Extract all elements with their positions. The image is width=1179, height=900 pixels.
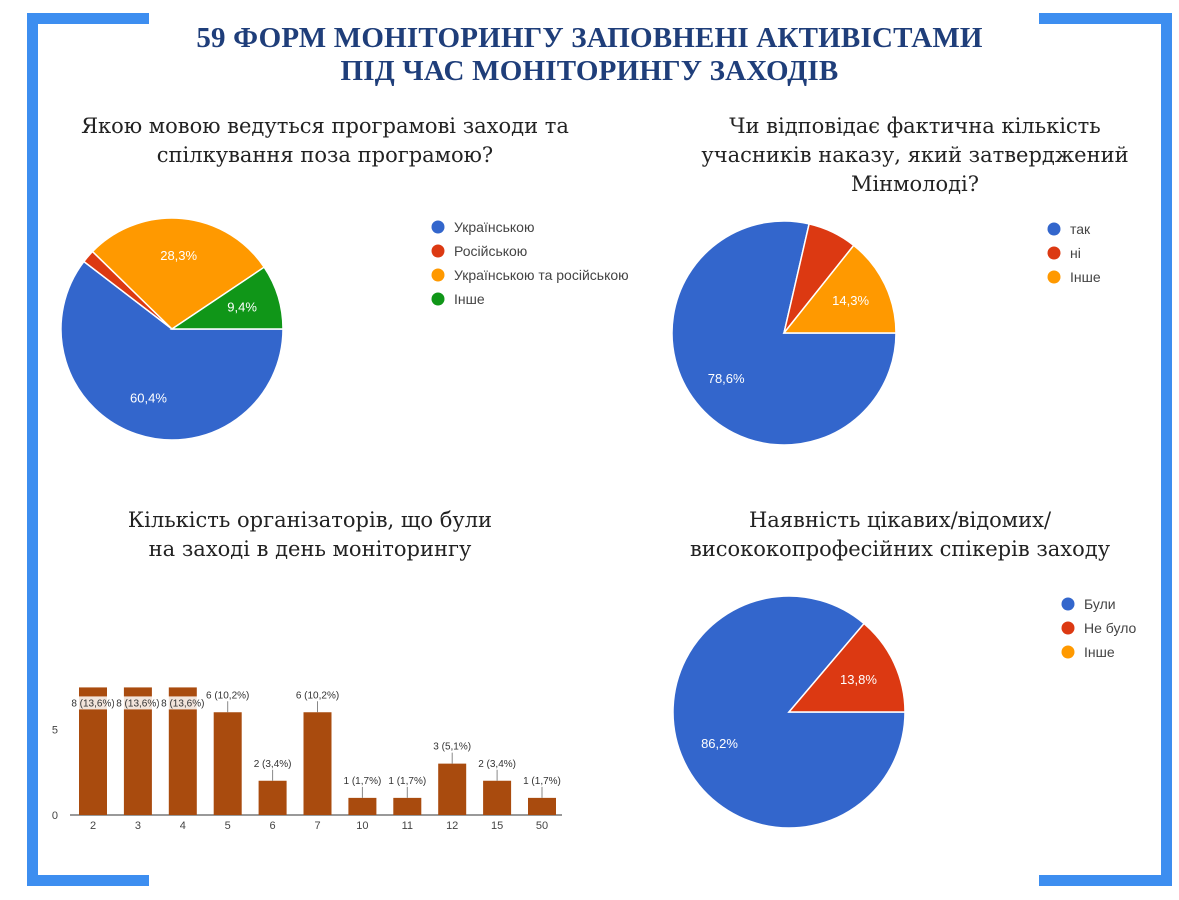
pie-4-slice-label-1: 86,2%: [701, 736, 738, 751]
bar-data-label-5: 2 (3,4%): [254, 759, 292, 770]
chart-4-question: Наявність цікавих/відомих/ висококопрофе…: [640, 506, 1160, 564]
pie-4-slice-1: [672, 595, 906, 829]
bar-x-tick-1: 2: [90, 820, 96, 832]
pie-2-legend-marker-3: [1047, 270, 1061, 284]
pie-1-legend-label-3: Українською та російською: [454, 267, 629, 283]
pie-1-slice-label-1: 60,4%: [130, 390, 167, 405]
pie-1-legend-label-2: Російською: [454, 243, 527, 259]
frame-top-left-v: [27, 13, 38, 133]
chart-2-question: Чи відповідає фактична кількість учасник…: [640, 112, 1179, 199]
bar-6: [303, 712, 332, 815]
pie-1-legend-marker-1: [431, 220, 445, 234]
pie-2-legend-label-3: Інше: [1070, 269, 1101, 285]
bar-x-tick-2: 3: [135, 820, 141, 832]
bar-label-bg-3: [158, 696, 207, 710]
bar-data-label-6: 6 (10,2%): [296, 690, 339, 701]
bar-label-bg-1: [69, 696, 117, 710]
bar-data-label-4: 6 (10,2%): [206, 690, 249, 701]
pie-4-legend-label-1: Були: [1084, 596, 1116, 612]
bar-y-tick-2: 5: [52, 724, 58, 736]
pie-4-legend-marker-2: [1061, 621, 1075, 635]
pie-1-slice-1: [60, 260, 284, 441]
bar-x-tick-3: 4: [180, 820, 186, 832]
page-title-line-1: 59 ФОРМ МОНІТОРИНГУ ЗАПОВНЕНІ АКТИВІСТАМ…: [196, 22, 983, 54]
pie-4-slice-2: [787, 622, 906, 713]
chart-3-question-line-2: на заході в день моніторингу: [148, 537, 472, 561]
chart-4-question-line-2: висококопрофесійних спікерів заходу: [689, 537, 1111, 561]
pie-4-slice-label-2: 13,8%: [840, 672, 877, 687]
bar-x-tick-10: 15: [491, 820, 503, 832]
pie-1-legend-marker-4: [431, 292, 445, 306]
bar-x-tick-7: 10: [356, 820, 368, 832]
pie-2-slice-label-1: 78,6%: [708, 371, 745, 386]
bar-x-tick-11: 50: [536, 820, 548, 832]
bar-5: [258, 780, 287, 815]
frame-top-right-h: [1039, 13, 1172, 24]
page-title: 59 ФОРМ МОНІТОРИНГУ ЗАПОВНЕНІ АКТИВІСТАМ…: [0, 22, 1179, 88]
page-title-line-2: ПІД ЧАС МОНІТОРИНГУ ЗАХОДІВ: [340, 55, 839, 87]
bar-data-label-11: 1 (1,7%): [523, 776, 561, 787]
frame-top-right-v: [1161, 13, 1172, 886]
bar-data-label-1: 8 (13,6%): [71, 698, 114, 709]
bar-11: [528, 797, 556, 815]
bar-x-tick-4: 5: [225, 820, 231, 832]
bar-4: [213, 712, 242, 815]
pie-2-legend-label-1: так: [1070, 221, 1091, 237]
pie-1-legend-marker-2: [431, 244, 445, 258]
chart-1-question: Якою мовою ведуться програмові заходи та…: [30, 112, 620, 170]
bar-data-label-8: 1 (1,7%): [388, 776, 426, 787]
pie-1-slice-4: [169, 266, 284, 330]
pie-1-legend-marker-3: [431, 268, 445, 282]
bar-10: [483, 780, 512, 815]
chart-1-question-line-1: Якою мовою ведуться програмові заходи та: [81, 114, 569, 138]
bar-data-label-10: 2 (3,4%): [478, 759, 516, 770]
bar-x-tick-8: 11: [402, 820, 413, 832]
bar-data-label-2: 8 (13,6%): [116, 698, 159, 709]
bar-data-label-3: 8 (13,6%): [161, 698, 204, 709]
pie-4-legend-marker-3: [1061, 645, 1075, 659]
bar-x-tick-9: 12: [446, 820, 458, 832]
frame-top-left-h: [27, 13, 149, 24]
bar-8: [393, 797, 422, 815]
pie-2-slice-label-3: 14,3%: [832, 293, 869, 308]
frame-bottom-left-h: [27, 875, 149, 886]
frame-bottom-right-h: [1039, 875, 1172, 886]
pie-1-slice-label-3: 28,3%: [160, 248, 197, 263]
pie-4-legend-marker-1: [1061, 597, 1075, 611]
pie-1-legend-label-4: Інше: [454, 291, 485, 307]
pie-1-slice-label-4: 9,4%: [227, 300, 257, 315]
pie-1-legend-label-1: Українською: [454, 219, 534, 235]
pie-2-legend-marker-2: [1047, 246, 1061, 260]
bar-data-label-9: 3 (5,1%): [433, 742, 471, 753]
bar-x-tick-6: 7: [314, 820, 320, 832]
chart-3-question: Кількість організаторів, що були на захо…: [40, 506, 580, 564]
bar-label-bg-2: [113, 696, 162, 710]
pie-1-slice-3: [91, 217, 266, 330]
bar-y-tick-1: 0: [52, 810, 58, 822]
pie-4-legend-label-2: Не було: [1084, 620, 1137, 636]
chart-2-question-line-2: учасників наказу, який затверджений: [701, 143, 1129, 167]
chart-1-question-line-2: спілкування поза програмою?: [156, 143, 494, 167]
chart-2-question-line-1: Чи відповідає фактична кількість: [729, 114, 1101, 138]
bar-data-label-7: 1 (1,7%): [344, 776, 382, 787]
pie-4-legend-label-3: Інше: [1084, 644, 1115, 660]
pie-2-legend-label-2: ні: [1070, 245, 1081, 261]
chart-3-question-line-1: Кількість організаторів, що були: [127, 508, 493, 532]
chart-4-question-line-1: Наявність цікавих/відомих/: [748, 508, 1052, 532]
pie-2-slice-3: [782, 244, 897, 334]
chart-2-question-line-3: Мінмолоді?: [850, 172, 980, 196]
frame-bottom-left-v: [27, 130, 38, 886]
bar-x-tick-5: 6: [270, 820, 276, 832]
bar-7: [348, 797, 377, 815]
bar-9: [438, 763, 467, 815]
pie-2-legend-marker-1: [1047, 222, 1061, 236]
